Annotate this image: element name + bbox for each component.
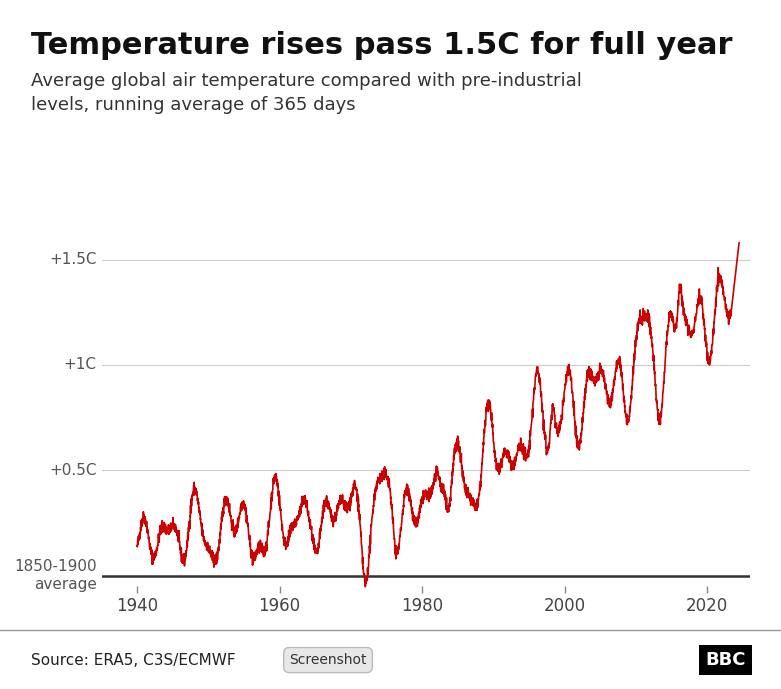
Text: BBC: BBC — [705, 651, 746, 669]
Text: Average global air temperature compared with pre-industrial
levels, running aver: Average global air temperature compared … — [31, 72, 582, 114]
Text: Source: ERA5, C3S/ECMWF: Source: ERA5, C3S/ECMWF — [31, 652, 236, 668]
Text: Temperature rises pass 1.5C for full year: Temperature rises pass 1.5C for full yea… — [31, 31, 733, 60]
Text: Screenshot: Screenshot — [289, 653, 367, 667]
